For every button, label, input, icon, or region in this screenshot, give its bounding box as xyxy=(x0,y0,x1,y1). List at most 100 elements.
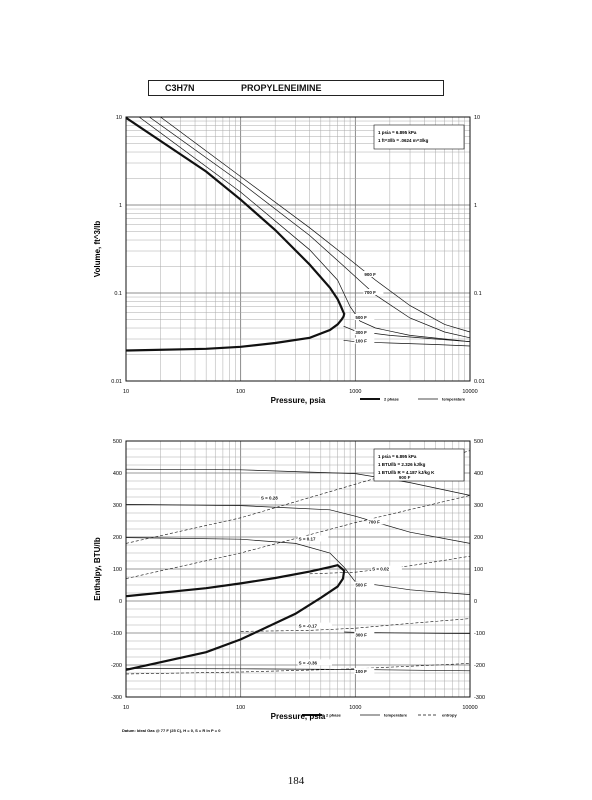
curve-label-bg xyxy=(363,289,384,295)
curve-label-bg xyxy=(363,271,384,278)
y-tick-label-left: 1 xyxy=(119,203,122,209)
legend-label: 2 phase xyxy=(326,713,342,718)
y-tick-label-right: 0.1 xyxy=(474,291,482,297)
x-tick-label: 1000 xyxy=(349,705,361,711)
conversion-note: 1 BTU/lb = 2.326 kJ/kg xyxy=(378,462,426,467)
x-tick-label: 10 xyxy=(123,705,129,711)
temperature-curve xyxy=(138,116,471,343)
curve-label: 500 F xyxy=(355,315,367,320)
curve-label: 100 F xyxy=(355,669,367,674)
x-axis-label: Pressure, psia xyxy=(271,712,326,721)
curve-label: 700 F xyxy=(368,519,380,524)
y-axis-label: Volume, ft^3/lb xyxy=(93,221,102,278)
temperature-curve xyxy=(125,537,471,595)
x-axis-label: Pressure, psia xyxy=(271,396,326,405)
curve-label-bg xyxy=(297,659,332,666)
conversion-notes-box xyxy=(373,124,465,150)
y-tick-label-right: 300 xyxy=(474,503,483,509)
conversion-note: 1 psia = 6.895 kPa xyxy=(378,130,417,135)
y-tick-label-right: 0.01 xyxy=(474,379,485,385)
legend-label: entropy xyxy=(442,713,457,718)
curve-label-bg xyxy=(297,622,332,629)
curve-label: S = 0.28 xyxy=(261,496,278,501)
page-number: 184 xyxy=(287,775,305,787)
curve-label: 300 F xyxy=(355,330,367,335)
y-tick-label-left: -200 xyxy=(111,663,122,669)
conversion-note: 1 ft^3/lb = .0624 m^3/kg xyxy=(378,138,429,143)
temperature-curve xyxy=(343,325,471,343)
curve-label: 900 F xyxy=(364,272,376,277)
y-tick-label-right: 400 xyxy=(474,471,483,477)
y-axis-label: Enthalpy, BTU/lb xyxy=(93,537,102,601)
curve-label-bg xyxy=(259,494,291,501)
curve-label: S = 0.02 xyxy=(372,567,389,572)
y-tick-label-left: 300 xyxy=(113,503,122,509)
legend-label: temperature xyxy=(384,713,408,718)
y-tick-label-right: -200 xyxy=(474,663,485,669)
curve-label-bg xyxy=(354,668,375,675)
y-tick-label-left: 0 xyxy=(119,599,122,605)
enthalpy-plot xyxy=(125,440,471,716)
curve-label: S = -0.36 xyxy=(299,660,318,665)
temperature-curve xyxy=(125,504,471,544)
legend-label: 2 phase xyxy=(384,397,400,402)
chemical-name: PROPYLENEIMINE xyxy=(241,83,322,93)
curve-label: S = -0.17 xyxy=(299,624,318,629)
y-tick-label-left: 10 xyxy=(116,115,122,121)
x-tick-label: 100 xyxy=(236,705,245,711)
x-tick-label: 1000 xyxy=(349,389,361,395)
datum-footnote: Datum: Ideal Gas @ 77 F (25 C), H = 0, S… xyxy=(122,728,221,733)
plot-frame xyxy=(125,440,471,698)
curve-label-bg xyxy=(354,313,375,320)
x-tick-label: 10 xyxy=(123,389,129,395)
entropy-curve xyxy=(125,663,471,675)
y-tick-label-left: 100 xyxy=(113,567,122,573)
temperature-curve xyxy=(344,631,471,634)
x-tick-label: 10000 xyxy=(462,389,477,395)
temperature-curve xyxy=(125,468,471,496)
y-tick-label-left: -100 xyxy=(111,631,122,637)
chart-title-box: C3H7N PROPYLENEIMINE xyxy=(148,80,444,96)
y-tick-label-left: 0.01 xyxy=(111,379,122,385)
chemical-formula: C3H7N xyxy=(165,83,195,93)
y-tick-label-right: 500 xyxy=(474,439,483,445)
y-tick-label-left: 400 xyxy=(113,471,122,477)
curve-label-bg xyxy=(354,581,375,588)
curve-label-bg xyxy=(354,631,375,638)
temperature-curve xyxy=(125,668,471,672)
y-tick-label-left: 200 xyxy=(113,535,122,541)
plot-frame xyxy=(125,116,471,382)
curve-label: 100 F xyxy=(355,339,367,344)
curve-label-bg xyxy=(371,565,402,572)
temperature-curve xyxy=(149,116,471,339)
curve-label: 900 F xyxy=(399,475,411,480)
legend-label: temperature xyxy=(442,397,466,402)
curve-label: S = 0.17 xyxy=(299,537,316,542)
x-tick-label: 100 xyxy=(236,389,245,395)
y-tick-label-right: 200 xyxy=(474,535,483,541)
curve-label-bg xyxy=(354,337,375,344)
conversion-note: 1 psia = 6.895 kPa xyxy=(378,454,417,459)
temperature-curve xyxy=(160,116,471,333)
curve-label: 300 F xyxy=(355,633,367,638)
conversion-notes-box xyxy=(373,448,465,482)
curve-label: 500 F xyxy=(355,583,367,588)
curve-label-bg xyxy=(297,535,329,542)
y-tick-label-left: 0.1 xyxy=(114,291,122,297)
curve-label-bg xyxy=(367,518,388,525)
y-tick-label-right: -100 xyxy=(474,631,485,637)
y-tick-label-right: 10 xyxy=(474,115,480,121)
conversion-note: 1 BTU/lb R = 4.187 kJ/kg K xyxy=(378,470,435,475)
x-tick-label: 10000 xyxy=(462,705,477,711)
temperature-curve xyxy=(343,339,471,347)
volume-plot xyxy=(125,116,471,400)
curve-label: 700 F xyxy=(364,290,376,295)
two-phase-curve xyxy=(125,564,346,671)
y-tick-label-right: 100 xyxy=(474,567,483,573)
y-tick-label-right: 0 xyxy=(474,599,477,605)
entropy-curve xyxy=(309,555,471,575)
y-tick-label-left: -300 xyxy=(111,695,122,701)
y-tick-label-left: 500 xyxy=(113,439,122,445)
entropy-curve xyxy=(240,618,471,632)
